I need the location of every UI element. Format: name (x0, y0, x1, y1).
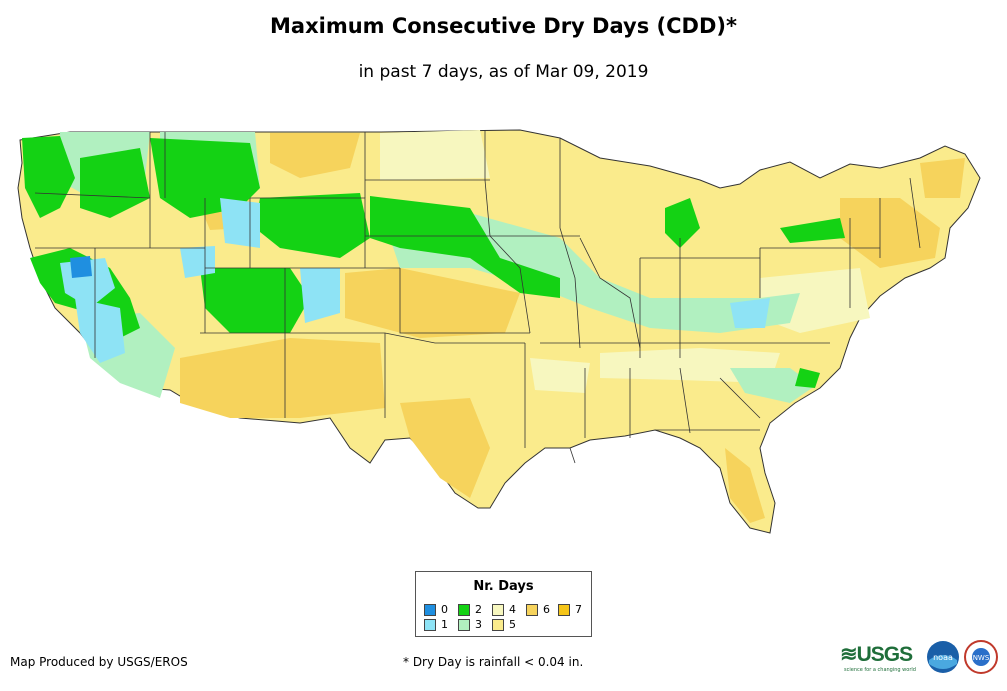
legend-title: Nr. Days (473, 579, 534, 594)
state-borders (34, 130, 921, 464)
nws-logo-text: NWS (973, 654, 990, 662)
zone-two-days (22, 136, 845, 388)
legend-item-7: 7 (558, 603, 582, 616)
legend-label: 3 (475, 618, 482, 631)
legend-swatch (526, 603, 538, 616)
map-subtitle: in past 7 days, as of Mar 09, 2019 (358, 62, 649, 82)
legend-label: 5 (509, 618, 516, 631)
dry-day-note: * Dry Day is rainfall < 0.04 in. (403, 655, 584, 669)
legend-label: 4 (509, 603, 516, 616)
legend-swatch (458, 618, 470, 631)
legend-label: 6 (543, 603, 550, 616)
legend-item-4: 4 (492, 603, 516, 616)
credit-text: Map Produced by USGS/EROS (10, 655, 188, 669)
usgs-logo: ≋USGS (840, 643, 913, 666)
legend-swatch (424, 603, 436, 616)
noaa-logo: noaa (927, 641, 959, 673)
legend-item-2: 2 (458, 603, 482, 616)
map-title: Maximum Consecutive Dry Days (CDD)* (270, 14, 737, 38)
legend-item-0: 0 (424, 603, 448, 616)
map-legend: Nr. Days 0 1 2 3 4 5 6 7 (415, 571, 592, 637)
legend-swatch (492, 603, 504, 616)
agency-logos: ≋USGS science for a changing world noaa … (840, 638, 1000, 678)
legend-label: 7 (575, 603, 582, 616)
usgs-tagline: science for a changing world (844, 667, 916, 673)
legend-label: 2 (475, 603, 482, 616)
legend-item-6: 6 (526, 603, 550, 616)
legend-swatch (458, 603, 470, 616)
us-dry-days-map (17, 129, 981, 534)
legend-swatch (558, 603, 570, 616)
nws-logo: NWS (964, 640, 998, 674)
legend-label: 1 (441, 618, 448, 631)
legend-item-3: 3 (458, 618, 482, 631)
legend-item-5: 5 (492, 618, 516, 631)
legend-swatch (424, 618, 436, 631)
noaa-logo-text: noaa (933, 653, 953, 662)
legend-label: 0 (441, 603, 448, 616)
legend-item-1: 1 (424, 618, 448, 631)
legend-swatch (492, 618, 504, 631)
zone-zero-days (70, 256, 92, 278)
